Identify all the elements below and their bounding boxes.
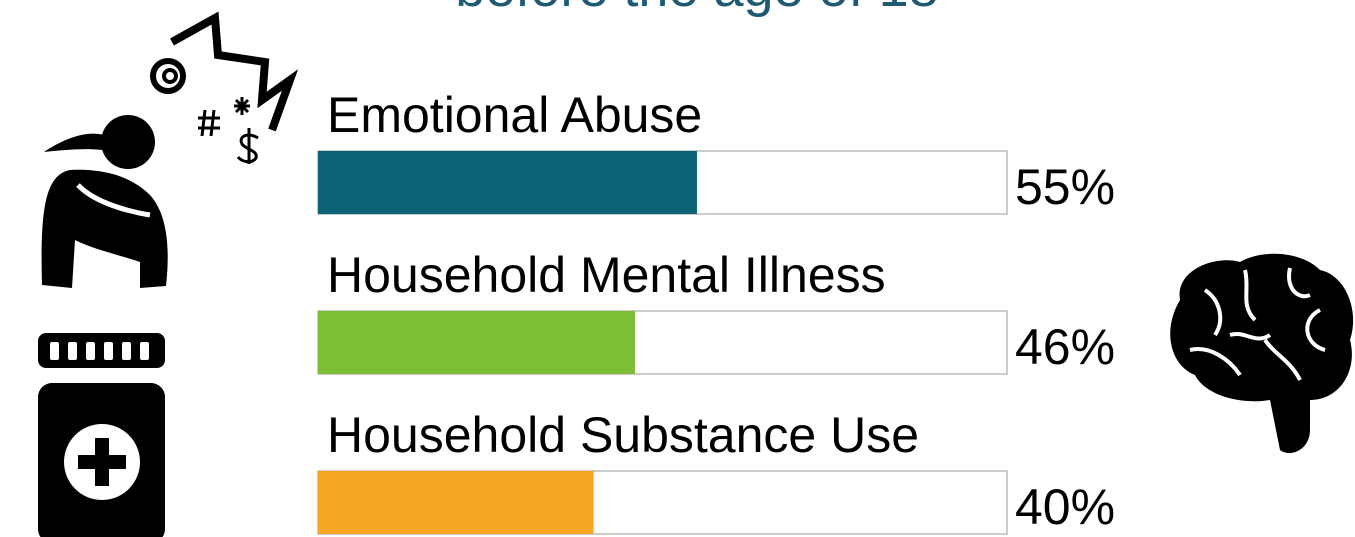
category-label: Household Mental Illness <box>327 247 886 303</box>
value-label: 55% <box>1015 159 1115 215</box>
pill-bottle-icon <box>38 333 165 537</box>
brain-icon <box>1170 253 1354 454</box>
category-label: Emotional Abuse <box>327 87 702 143</box>
person-icon <box>41 11 299 288</box>
value-label: 46% <box>1015 319 1115 375</box>
value-label: 40% <box>1015 479 1115 535</box>
category-label: Household Substance Use <box>327 407 919 463</box>
bar <box>318 311 635 374</box>
chart-title: before the age of 18 <box>455 0 938 18</box>
bar <box>318 151 697 214</box>
bar <box>318 471 594 534</box>
